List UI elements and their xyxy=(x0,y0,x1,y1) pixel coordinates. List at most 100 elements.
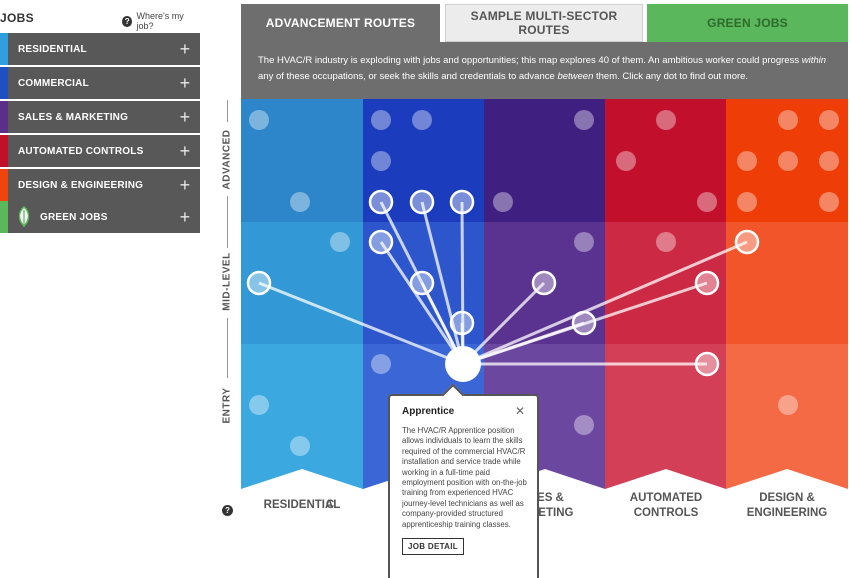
plus-icon[interactable]: + xyxy=(179,73,191,93)
job-dot[interactable] xyxy=(412,110,432,130)
residential-color-bar xyxy=(0,33,8,65)
route-destination-dots[interactable] xyxy=(246,189,760,377)
job-dot[interactable] xyxy=(819,110,839,130)
route-line xyxy=(461,281,546,366)
route-dot[interactable] xyxy=(694,351,720,377)
tab-green-jobs[interactable]: GREEN JOBS xyxy=(647,4,848,42)
design-advanced-band xyxy=(726,99,848,222)
job-dot[interactable] xyxy=(249,110,269,130)
column-label-line: LES & xyxy=(530,492,564,504)
sidebar-title: JOBS xyxy=(0,11,34,25)
column-label-line: CONTROLS xyxy=(633,507,699,519)
job-dot[interactable] xyxy=(574,232,594,252)
description-emphasis-between: between xyxy=(557,71,594,82)
route-dot[interactable] xyxy=(449,189,475,215)
route-dot[interactable] xyxy=(246,270,272,296)
job-dot[interactable] xyxy=(371,110,391,130)
column-label-line: AUTOMATED xyxy=(629,492,703,504)
job-dot[interactable] xyxy=(574,110,594,130)
route-dot[interactable] xyxy=(571,310,597,336)
job-dot[interactable] xyxy=(371,151,391,171)
job-dot[interactable] xyxy=(371,354,391,374)
question-icon: ? xyxy=(222,505,233,516)
plus-icon[interactable]: + xyxy=(179,39,191,59)
sidebar-item-design-engineering[interactable]: DESIGN & ENGINEERING + xyxy=(0,169,200,201)
green-color-bar xyxy=(0,201,8,233)
sales-advanced-band xyxy=(484,99,605,222)
help-button[interactable]: ? xyxy=(222,500,233,518)
route-dot[interactable] xyxy=(409,270,435,296)
plus-icon[interactable]: + xyxy=(179,107,191,127)
column-label-design-engineering[interactable]: DESIGN & ENGINEERING xyxy=(726,491,848,521)
tab-sample-multi-sector-routes[interactable]: SAMPLE MULTI-SECTOR ROUTES xyxy=(445,4,643,42)
column-label-line: DESIGN & xyxy=(759,492,815,504)
job-detail-button[interactable]: JOB DETAIL xyxy=(402,538,464,556)
job-dot[interactable] xyxy=(656,232,676,252)
sidebar-item-commercial[interactable]: COMMERCIAL + xyxy=(0,67,200,99)
route-dot[interactable] xyxy=(409,189,435,215)
job-dot[interactable] xyxy=(330,232,350,252)
job-dot[interactable] xyxy=(819,192,839,212)
job-dot[interactable] xyxy=(819,151,839,171)
route-dot[interactable] xyxy=(368,229,394,255)
description-text-2: any of these occupations, or seek the sk… xyxy=(258,71,558,82)
popup-title: Apprentice xyxy=(402,406,455,417)
job-dot[interactable] xyxy=(574,415,594,435)
description-panel: The HVAC/R industry is exploding with jo… xyxy=(241,42,848,99)
route-line xyxy=(258,281,464,366)
job-popup: Apprentice ✕ The HVAC/R Apprentice posit… xyxy=(388,383,539,578)
job-dot[interactable] xyxy=(737,192,757,212)
column-design-engineering xyxy=(726,99,848,489)
job-dot[interactable] xyxy=(249,395,269,415)
automated-color-bar xyxy=(0,135,8,167)
route-dot[interactable] xyxy=(694,270,720,296)
selected-job-dot-apprentice[interactable] xyxy=(445,346,481,382)
leaf-icon xyxy=(18,206,30,228)
description-emphasis-within: within xyxy=(801,55,827,66)
where-is-my-job-label: Where's my job? xyxy=(136,11,184,31)
route-dot[interactable] xyxy=(531,270,557,296)
column-label-automated-controls[interactable]: AUTOMATED CONTROLS xyxy=(605,491,727,521)
tab-advancement-routes[interactable]: ADVANCEMENT ROUTES xyxy=(241,4,440,42)
job-dot[interactable] xyxy=(778,151,798,171)
job-dot[interactable] xyxy=(697,192,717,212)
column-label-commercial[interactable]: C xyxy=(325,499,335,511)
where-is-my-job-link[interactable]: ? Where's my job? xyxy=(122,11,200,31)
plus-icon[interactable]: + xyxy=(179,175,191,195)
job-dots[interactable] xyxy=(249,110,839,456)
commercial-color-bar xyxy=(0,67,8,99)
sidebar-item-label: DESIGN & ENGINEERING xyxy=(18,179,144,191)
job-dot[interactable] xyxy=(737,151,757,171)
plus-icon[interactable]: + xyxy=(179,141,191,161)
job-dot[interactable] xyxy=(290,436,310,456)
job-dot[interactable] xyxy=(656,110,676,130)
route-dot[interactable] xyxy=(368,189,394,215)
job-dot[interactable] xyxy=(616,151,636,171)
route-dot[interactable] xyxy=(734,229,760,255)
residential-advanced-band xyxy=(241,99,363,222)
sidebar-item-sales-marketing[interactable]: SALES & MARKETING + xyxy=(0,101,200,133)
plus-icon[interactable]: + xyxy=(179,207,191,227)
job-dot[interactable] xyxy=(778,395,798,415)
sidebar-item-green-jobs[interactable]: GREEN JOBS + xyxy=(0,201,200,233)
route-dot[interactable] xyxy=(449,310,475,336)
sidebar-header: JOBS ? Where's my job? xyxy=(0,0,200,32)
job-dot[interactable] xyxy=(290,192,310,212)
sidebar-item-residential[interactable]: RESIDENTIAL + xyxy=(0,33,200,65)
axis-line-lower xyxy=(227,318,228,378)
job-dot[interactable] xyxy=(493,192,513,212)
route-line xyxy=(420,201,465,365)
axis-line-top xyxy=(227,100,228,122)
route-line xyxy=(379,241,465,365)
job-dot[interactable] xyxy=(778,110,798,130)
sidebar-item-automated-controls[interactable]: AUTOMATED CONTROLS + xyxy=(0,135,200,167)
level-label-mid: MID-LEVEL xyxy=(221,252,233,311)
route-line xyxy=(462,240,748,366)
column-label-residential[interactable]: RESIDENTIAL xyxy=(263,499,341,511)
column-label-sales-marketing[interactable]: LES & KETING xyxy=(530,491,590,521)
route-lines xyxy=(258,201,748,366)
advancement-map xyxy=(241,99,848,489)
close-icon[interactable]: ✕ xyxy=(514,404,525,418)
column-residential xyxy=(241,99,363,489)
sidebar-item-label: GREEN JOBS xyxy=(40,211,108,223)
